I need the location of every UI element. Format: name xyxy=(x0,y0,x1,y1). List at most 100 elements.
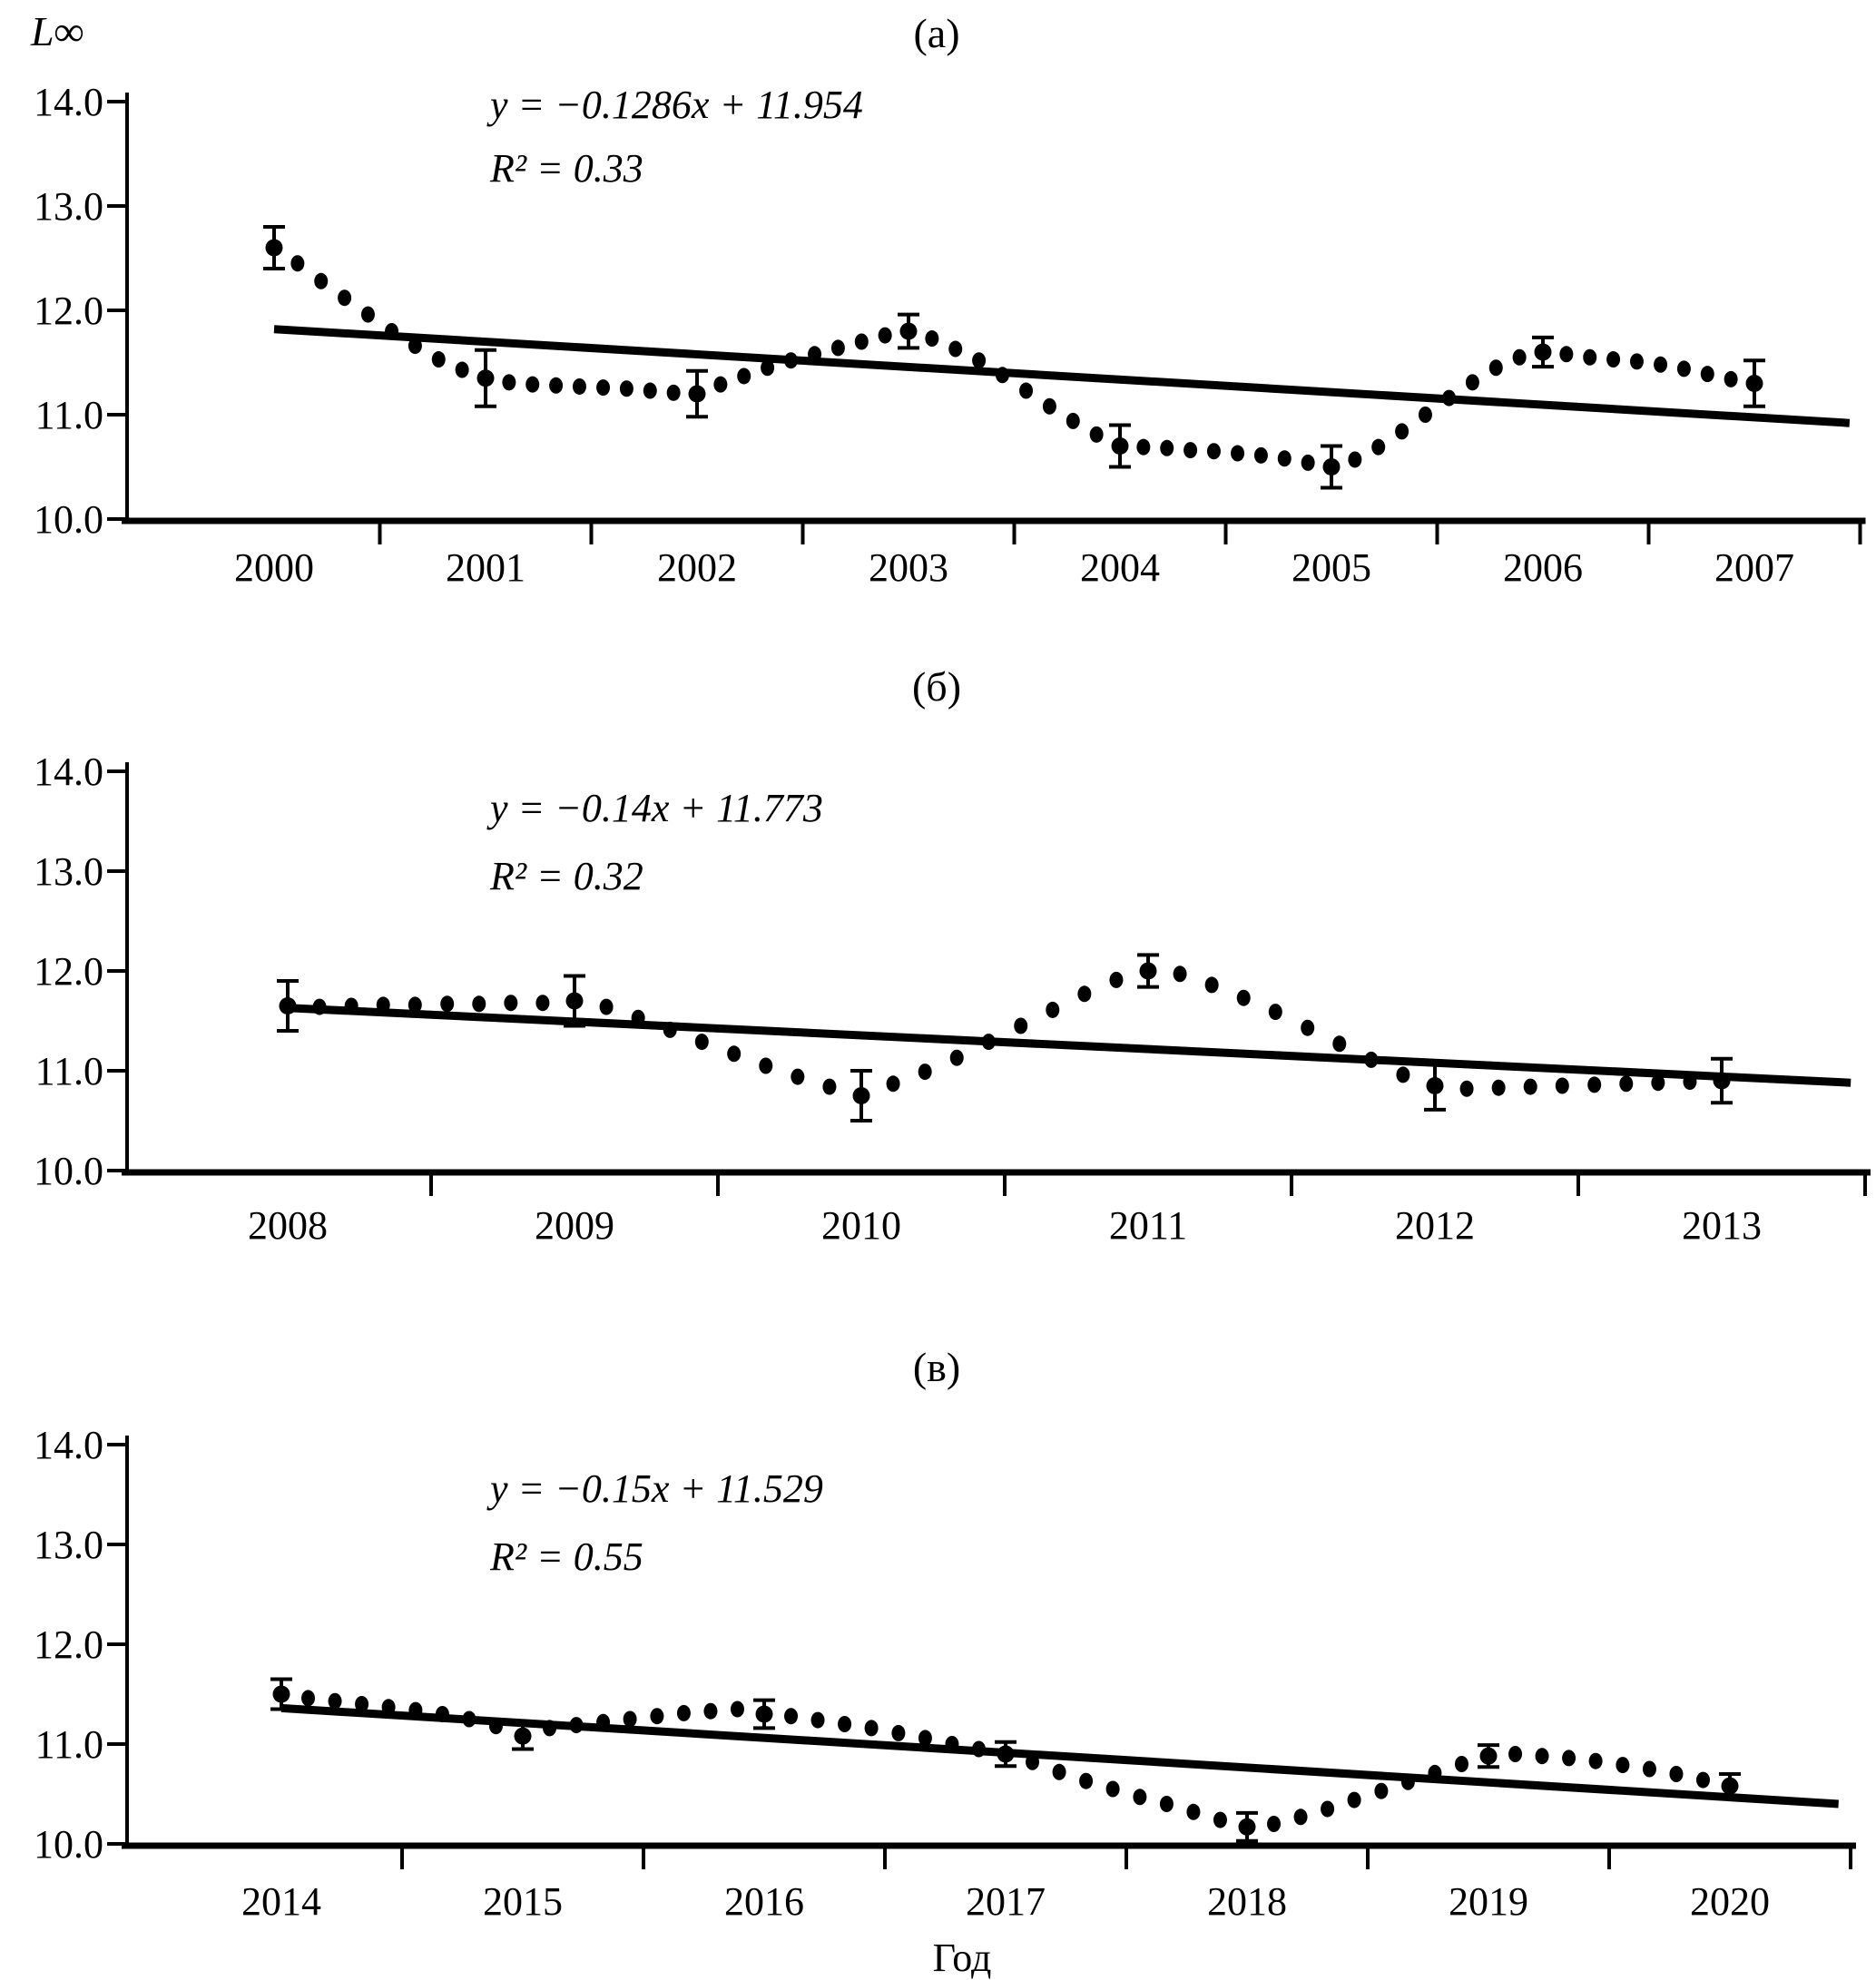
panel-v-r-squared: R² = 0.55 xyxy=(489,1534,643,1579)
data-dot xyxy=(891,1724,906,1741)
data-dot xyxy=(314,272,329,289)
plot-layer: 14.0 13.0 12.0 11.0 10.0 2014 2015 2016 2017 2018… xyxy=(34,1423,1856,1924)
x-tick-label: 2013 xyxy=(1682,1203,1762,1248)
data-dot xyxy=(1160,439,1174,456)
x-tick-label: 2002 xyxy=(657,545,737,590)
trend-line xyxy=(287,1004,1851,1087)
data-dot xyxy=(1488,359,1503,377)
data-dot xyxy=(431,351,446,368)
data-dot xyxy=(1512,348,1527,366)
panel-v-equation: y = −0.15x + 11.529 xyxy=(486,1466,823,1511)
data-dot xyxy=(650,1708,664,1725)
x-tick-label: 2011 xyxy=(1109,1203,1187,1248)
x-tick-label: 2009 xyxy=(535,1203,614,1248)
data-dot xyxy=(1555,1077,1569,1094)
data-dot xyxy=(1465,374,1479,391)
x-tick-label: 2012 xyxy=(1395,1203,1475,1248)
data-dot xyxy=(290,255,305,272)
data-dot xyxy=(1277,450,1292,467)
data-dot xyxy=(1459,1080,1474,1097)
x-tick-label: 2006 xyxy=(1503,545,1583,590)
data-dot xyxy=(1231,445,1245,462)
data-dot xyxy=(727,1045,742,1063)
data-dot xyxy=(1253,446,1268,464)
data-dot xyxy=(886,1075,900,1093)
data-dot xyxy=(1642,1760,1656,1778)
y-tick-label: 10.0 xyxy=(34,1149,103,1193)
x-tick-label: 2014 xyxy=(241,1879,321,1924)
data-dot xyxy=(599,998,614,1015)
data-dot xyxy=(1418,407,1432,423)
data-dot xyxy=(643,382,657,399)
data-dot xyxy=(1454,1756,1468,1772)
y-tick-label: 10.0 xyxy=(34,1822,103,1867)
data-dot xyxy=(549,377,564,394)
x-tick-label: 2008 xyxy=(248,1203,328,1248)
data-dot xyxy=(791,1068,805,1085)
y-tick-label: 11.0 xyxy=(35,1049,103,1093)
data-dot xyxy=(1267,1816,1282,1832)
data-dot xyxy=(1173,965,1187,983)
major-point xyxy=(272,1685,290,1703)
trend-line xyxy=(280,1703,1839,1808)
major-point xyxy=(265,239,283,257)
panel-b-equation: y = −0.14x + 11.773 xyxy=(486,786,823,830)
data-dot xyxy=(759,1057,773,1074)
major-point xyxy=(1534,343,1552,361)
data-dot xyxy=(360,306,375,323)
data-dot xyxy=(355,1696,369,1712)
data-dot xyxy=(1136,438,1151,456)
y-tick-label: 14.0 xyxy=(34,750,103,794)
x-tick-label: 2010 xyxy=(821,1203,901,1248)
data-dot xyxy=(1268,1004,1282,1021)
data-dot xyxy=(948,340,963,358)
data-dot xyxy=(1695,1771,1710,1789)
data-dot xyxy=(822,1078,837,1095)
data-dot xyxy=(918,1064,932,1081)
data-dot xyxy=(1491,1079,1506,1096)
data-dot xyxy=(972,352,987,369)
data-dot xyxy=(1105,1780,1120,1798)
data-dot xyxy=(1206,443,1221,460)
data-dot xyxy=(504,995,518,1012)
data-dot xyxy=(1535,1748,1549,1765)
data-dot xyxy=(1213,1811,1227,1828)
panel-b-title: (б) xyxy=(912,663,961,710)
data-dot xyxy=(1109,971,1124,988)
x-tick-label: 2001 xyxy=(446,545,525,590)
y-tick-label: 13.0 xyxy=(34,184,103,229)
data-dot xyxy=(864,1720,879,1737)
major-point xyxy=(476,369,495,387)
data-dot xyxy=(1089,426,1104,443)
major-point xyxy=(1111,437,1129,455)
major-point xyxy=(565,992,584,1010)
y-tick-label: 12.0 xyxy=(34,1622,103,1667)
data-dot xyxy=(1523,1078,1537,1095)
panel-b-r-squared: R² = 0.32 xyxy=(489,854,643,898)
major-point xyxy=(514,1727,532,1745)
plot-layer: 14.0 13.0 12.0 11.0 10.0 2008 2009 2010 2011 2012… xyxy=(34,750,1871,1248)
x-tick-label: 2017 xyxy=(966,1879,1046,1924)
data-dot xyxy=(878,327,892,344)
x-tick-label: 2007 xyxy=(1714,545,1794,590)
data-dot xyxy=(408,996,422,1014)
data-dot xyxy=(1588,1752,1603,1769)
data-dot xyxy=(1508,1746,1523,1762)
data-dot xyxy=(1654,356,1668,373)
data-dot xyxy=(1619,1075,1634,1093)
data-dot xyxy=(1562,1750,1576,1767)
plot-layer: 14.0 13.0 12.0 11.0 10.0 2000 2001 2002 2003 2004… xyxy=(34,80,1866,590)
panel-b: (б) y = −0.14x + 11.773 R² = 0.32 14.0 13… xyxy=(34,663,1871,1248)
data-dot xyxy=(1347,1791,1361,1808)
x-tick-label: 2020 xyxy=(1690,1879,1770,1924)
data-dot xyxy=(730,1701,744,1718)
data-dot xyxy=(455,361,469,378)
data-dot xyxy=(1014,1017,1028,1034)
major-point xyxy=(1713,1072,1731,1090)
data-dot xyxy=(1676,360,1691,377)
data-dot xyxy=(1301,454,1315,471)
data-dot xyxy=(737,368,751,385)
data-dot xyxy=(440,995,455,1013)
x-tick-label: 2019 xyxy=(1449,1879,1528,1924)
trend-line xyxy=(273,325,1851,427)
